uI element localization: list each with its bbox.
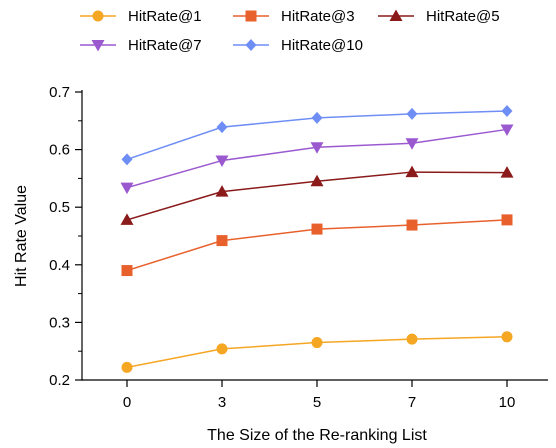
data-point-hitrate-3 — [501, 214, 513, 226]
x-axis-ticks: 0 3 5 7 10 — [123, 380, 516, 411]
data-point-hitrate-7 — [500, 124, 514, 136]
data-point-hitrate-3 — [216, 235, 228, 247]
legend-marker — [91, 40, 105, 52]
y-tick-label: 0.4 — [49, 257, 70, 274]
legend-item-hitrate-5: HitRate@5 — [378, 8, 500, 25]
legend-label: HitRate@10 — [281, 37, 363, 54]
series-layer — [120, 105, 514, 373]
legend-item-hitrate-10: HitRate@10 — [233, 37, 363, 54]
legend-marker — [389, 9, 403, 21]
data-point-hitrate-10 — [121, 153, 133, 166]
data-point-hitrate-10 — [406, 107, 418, 120]
legend: HitRate@1 HitRate@3 HitRate@5 HitRate@7 HitR… — [80, 8, 500, 54]
y-tick-label: 0.7 — [49, 84, 70, 101]
data-point-hitrate-10 — [311, 111, 323, 124]
x-axis-title: The Size of the Re-ranking List — [207, 427, 427, 444]
x-tick-label: 5 — [313, 394, 321, 411]
x-tick-label: 0 — [123, 394, 131, 411]
data-point-hitrate-10 — [501, 105, 513, 118]
series-hitrate-3 — [121, 214, 513, 277]
data-point-hitrate-3 — [121, 265, 133, 277]
x-tick-label: 7 — [408, 394, 416, 411]
data-point-hitrate-1 — [121, 361, 133, 373]
data-point-hitrate-5 — [500, 166, 514, 178]
x-tick-label: 10 — [499, 394, 516, 411]
data-point-hitrate-3 — [406, 219, 418, 231]
legend-marker — [245, 39, 257, 51]
legend-label: HitRate@3 — [281, 8, 355, 25]
y-tick-label: 0.5 — [49, 199, 70, 216]
data-point-hitrate-5 — [405, 165, 419, 178]
legend-label: HitRate@1 — [128, 8, 202, 25]
data-point-hitrate-1 — [501, 331, 513, 343]
data-point-hitrate-7 — [215, 155, 229, 168]
legend-item-hitrate-7: HitRate@7 — [80, 37, 202, 54]
y-tick-label: 0.6 — [49, 142, 70, 159]
y-axis-ticks: 0.2 0.3 0.4 0.5 0.6 0.7 — [49, 84, 82, 389]
legend-label: HitRate@5 — [426, 8, 500, 25]
data-point-hitrate-1 — [216, 343, 228, 355]
data-point-hitrate-1 — [406, 333, 418, 345]
data-point-hitrate-10 — [216, 121, 228, 134]
data-point-hitrate-1 — [311, 337, 323, 349]
series-hitrate-5 — [120, 165, 514, 225]
series-hitrate-7 — [120, 124, 514, 195]
legend-label: HitRate@7 — [128, 37, 202, 54]
data-point-hitrate-7 — [405, 138, 419, 150]
y-tick-label: 0.2 — [49, 372, 70, 389]
data-point-hitrate-7 — [310, 142, 324, 154]
data-point-hitrate-5 — [215, 185, 229, 197]
legend-marker — [92, 10, 104, 22]
data-point-hitrate-3 — [311, 223, 323, 235]
y-axis-title: Hit Rate Value — [13, 185, 30, 287]
data-point-hitrate-5 — [310, 174, 324, 187]
legend-item-hitrate-3: HitRate@3 — [233, 8, 355, 25]
legend-marker — [245, 10, 257, 22]
series-hitrate-1 — [121, 331, 513, 373]
series-hitrate-10 — [121, 105, 513, 166]
y-tick-label: 0.3 — [49, 314, 70, 331]
legend-item-hitrate-1: HitRate@1 — [80, 8, 202, 25]
axes: 0.2 0.3 0.4 0.5 0.6 0.7 0 3 5 7 10 — [49, 84, 548, 411]
x-tick-label: 3 — [218, 394, 226, 411]
data-point-hitrate-7 — [120, 182, 134, 195]
data-point-hitrate-5 — [120, 213, 134, 225]
